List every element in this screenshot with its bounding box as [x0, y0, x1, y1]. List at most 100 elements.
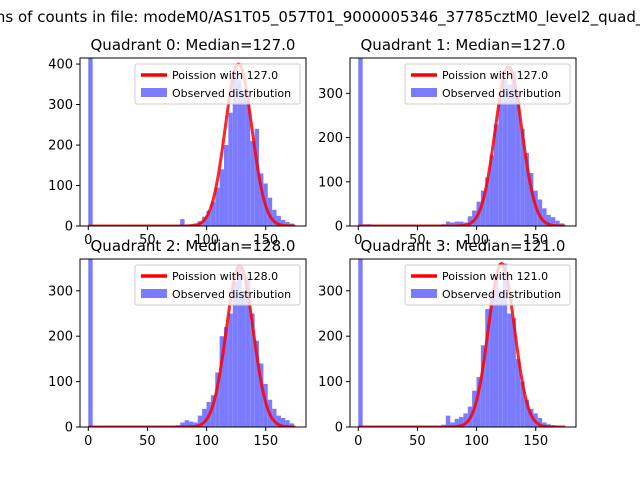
histogram-bar — [210, 395, 216, 427]
histogram-bar — [254, 128, 260, 226]
histogram-bar — [250, 140, 255, 226]
histogram-bar — [524, 399, 530, 427]
histogram-bar — [254, 340, 260, 427]
y-tick-label: 200 — [318, 131, 343, 146]
legend-observed-swatch — [141, 88, 167, 97]
legend-box — [134, 63, 301, 105]
plot-area — [87, 58, 297, 226]
plot-area — [87, 259, 297, 427]
histogram-bar — [480, 345, 486, 427]
histogram-bar — [502, 263, 508, 427]
x-tick-label: 50 — [139, 233, 156, 248]
x-tick-label: 150 — [253, 434, 278, 449]
subplot-quadrant-3: 0 50 100 150 0 100 200 300 Quadrant 3: Median=12… — [318, 237, 577, 449]
histogram-bar — [285, 420, 290, 427]
x-tick-label: 0 — [354, 233, 362, 248]
histogram-bar — [498, 290, 503, 427]
y-tick-label: 100 — [318, 375, 343, 390]
histogram-bar — [450, 222, 455, 226]
histogram-bar — [188, 421, 194, 427]
y-tick-label: 300 — [318, 284, 343, 299]
subplot-title: Quadrant 2: Median=128.0 — [91, 237, 296, 255]
histogram-bar — [276, 215, 281, 226]
histogram-bar — [511, 71, 516, 226]
histogram-bar — [507, 84, 512, 226]
histogram-bar — [193, 422, 198, 427]
y-tick-label: 300 — [318, 87, 343, 102]
histogram-bar — [445, 415, 451, 427]
y-tick-label: 100 — [48, 375, 73, 390]
axes-frame — [349, 258, 577, 428]
x-tick-label: 100 — [194, 233, 219, 248]
histogram-bar — [237, 268, 242, 427]
y-tick-label: 100 — [318, 175, 343, 190]
histogram-bar — [180, 422, 185, 427]
legend-box — [404, 264, 571, 306]
histogram-bar — [458, 221, 464, 226]
histogram-bar — [241, 290, 246, 427]
legend-observed-label: Observed distribution — [442, 288, 561, 301]
histogram-bar — [511, 318, 516, 427]
subplot-title: Quadrant 0: Median=127.0 — [91, 36, 296, 54]
histogram-bar — [489, 290, 495, 427]
histogram-bar — [445, 221, 451, 226]
axes-frame — [79, 258, 307, 428]
histogram-bar — [228, 112, 233, 226]
y-tick-label: 0 — [65, 421, 73, 436]
x-tick-label: 50 — [409, 233, 426, 248]
histogram-bar — [224, 327, 229, 427]
histogram-bar — [507, 313, 512, 427]
histogram-bar — [520, 128, 525, 226]
axes-frame — [349, 57, 577, 227]
histogram-bar — [88, 58, 93, 226]
histogram-bar — [215, 372, 220, 427]
subplot-quadrant-1: 0 50 100 150 0 100 200 300 Quadrant 1: Median=12… — [318, 36, 577, 248]
histogram-bar — [467, 216, 473, 226]
histogram-bar — [245, 100, 251, 226]
legend-fit-label: Poission with 121.0 — [442, 270, 548, 283]
histogram-bar — [537, 417, 543, 427]
histogram-bar — [237, 80, 242, 226]
histogram-bar — [498, 100, 503, 226]
histogram-bar — [285, 221, 290, 226]
histogram-bar — [485, 177, 490, 226]
x-tick-label: 0 — [84, 233, 92, 248]
histogram-bar — [272, 209, 277, 226]
histogram-bar — [280, 417, 286, 427]
histogram-bar — [494, 124, 499, 226]
histogram-bar — [476, 377, 481, 427]
histogram-bar — [524, 153, 530, 226]
y-tick-label: 300 — [48, 98, 73, 113]
histogram-bar — [454, 221, 459, 226]
x-tick-label: 100 — [464, 233, 489, 248]
histogram-bar — [250, 313, 255, 427]
histogram-bar — [515, 93, 521, 226]
histogram-bar — [280, 219, 286, 226]
x-tick-label: 100 — [194, 434, 219, 449]
histogram-bar — [463, 413, 468, 427]
legend-fit-label: Poission with 128.0 — [172, 270, 278, 283]
legend-observed-label: Observed distribution — [172, 288, 291, 301]
subplot-title: Quadrant 1: Median=127.0 — [361, 36, 566, 54]
legend-box — [134, 264, 301, 306]
y-tick-label: 400 — [48, 58, 73, 73]
histogram-bar — [542, 422, 547, 427]
subplot-quadrant-2: 0 50 100 150 0 100 200 300 Quadrant 2: Median=12… — [48, 237, 307, 449]
legend-fit-label: Poission with 127.0 — [172, 69, 278, 82]
histogram-bar — [489, 155, 495, 226]
histogram-bar — [494, 277, 499, 427]
subplot-quadrant-0: 0 50 100 150 0 100 200 300 400 Quadrant 0: Median… — [48, 36, 307, 248]
legend-fit-label: Poission with 127.0 — [442, 69, 548, 82]
x-tick-label: 150 — [523, 434, 548, 449]
histogram-bar — [520, 381, 525, 427]
histogram-bar — [219, 336, 225, 427]
legend-observed-swatch — [141, 289, 167, 298]
histogram-bar — [555, 220, 560, 226]
x-tick-label: 50 — [139, 434, 156, 449]
y-tick-label: 200 — [318, 330, 343, 345]
histogram-bar — [259, 173, 264, 226]
histogram-bar — [206, 210, 211, 226]
legend-observed-swatch — [411, 289, 437, 298]
x-tick-label: 150 — [523, 233, 548, 248]
